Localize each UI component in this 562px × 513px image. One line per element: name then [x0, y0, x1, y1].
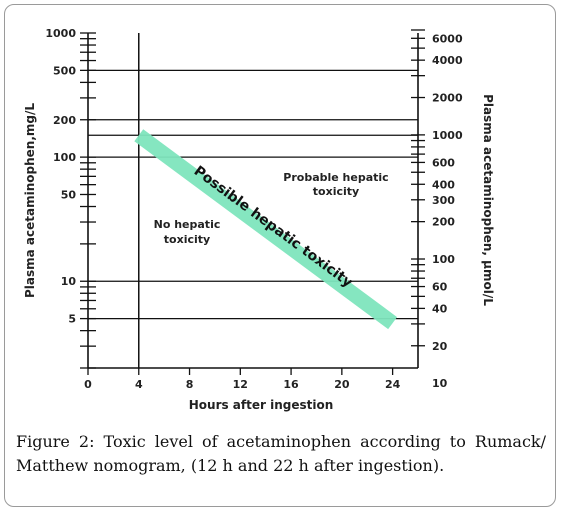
y-right-tick-label: 600 — [432, 156, 455, 169]
y-right-tick-label: 40 — [432, 302, 448, 315]
label-layer: Hours after ingestion Plasma acetaminophe… — [23, 94, 495, 412]
probable-toxicity-label-line1: Probable hepatic — [283, 171, 388, 184]
x-tick-label: 8 — [186, 378, 194, 391]
y-left-tick-label: 1000 — [45, 27, 76, 40]
figure-label: Figure 2: — [16, 432, 95, 451]
y-right-axis-title: Plasma acetaminophen, μmol/L — [481, 94, 495, 306]
y-left-tick-label: 200 — [53, 114, 76, 127]
y-right-tick-label: 200 — [432, 216, 455, 229]
toxicity-band — [134, 129, 398, 330]
y-right-tick-label: 10 — [432, 377, 448, 390]
y-right-tick-label: 300 — [432, 194, 455, 207]
y-right-tick-label: 1000 — [432, 129, 463, 142]
y-right-tick-label: 20 — [432, 340, 448, 353]
nomogram-chart: Possible hepatic toxicity 10005002001005… — [23, 27, 495, 412]
x-tick-label: 24 — [385, 378, 401, 391]
y-right-tick-label: 400 — [432, 178, 455, 191]
x-axis-title: Hours after ingestion — [189, 398, 334, 412]
y-left-tick-label: 100 — [53, 151, 76, 164]
no-toxicity-label-line1: No hepatic — [154, 218, 221, 231]
x-tick-label: 4 — [135, 378, 143, 391]
figure-caption: Figure 2: Toxic level of acetaminophen a… — [16, 430, 546, 478]
x-tick-label: 20 — [334, 378, 350, 391]
y-right-tick-label: 6000 — [432, 32, 463, 45]
axis-layer: 1000500200100501056000400020001000600400… — [45, 27, 463, 391]
y-left-tick-label: 500 — [53, 64, 76, 77]
caption-text: Toxic level of acetaminophen according t… — [16, 432, 547, 475]
y-left-tick-label: 5 — [68, 313, 76, 326]
y-left-tick-label: 10 — [61, 275, 77, 288]
y-right-tick-label: 100 — [432, 253, 455, 266]
y-right-tick-label: 4000 — [432, 54, 463, 67]
x-tick-label: 0 — [84, 378, 92, 391]
y-right-tick-label: 60 — [432, 281, 448, 294]
no-toxicity-label-line2: toxicity — [164, 233, 210, 246]
y-right-tick-label: 2000 — [432, 92, 463, 105]
x-tick-label: 12 — [233, 378, 248, 391]
y-left-axis-title: Plasma acetaminophen,mg/L — [23, 103, 37, 298]
grid-layer — [88, 33, 418, 368]
y-left-tick-label: 50 — [61, 188, 77, 201]
figure-frame — [4, 4, 556, 507]
x-tick-label: 16 — [283, 378, 299, 391]
probable-toxicity-label-line2: toxicity — [313, 185, 359, 198]
